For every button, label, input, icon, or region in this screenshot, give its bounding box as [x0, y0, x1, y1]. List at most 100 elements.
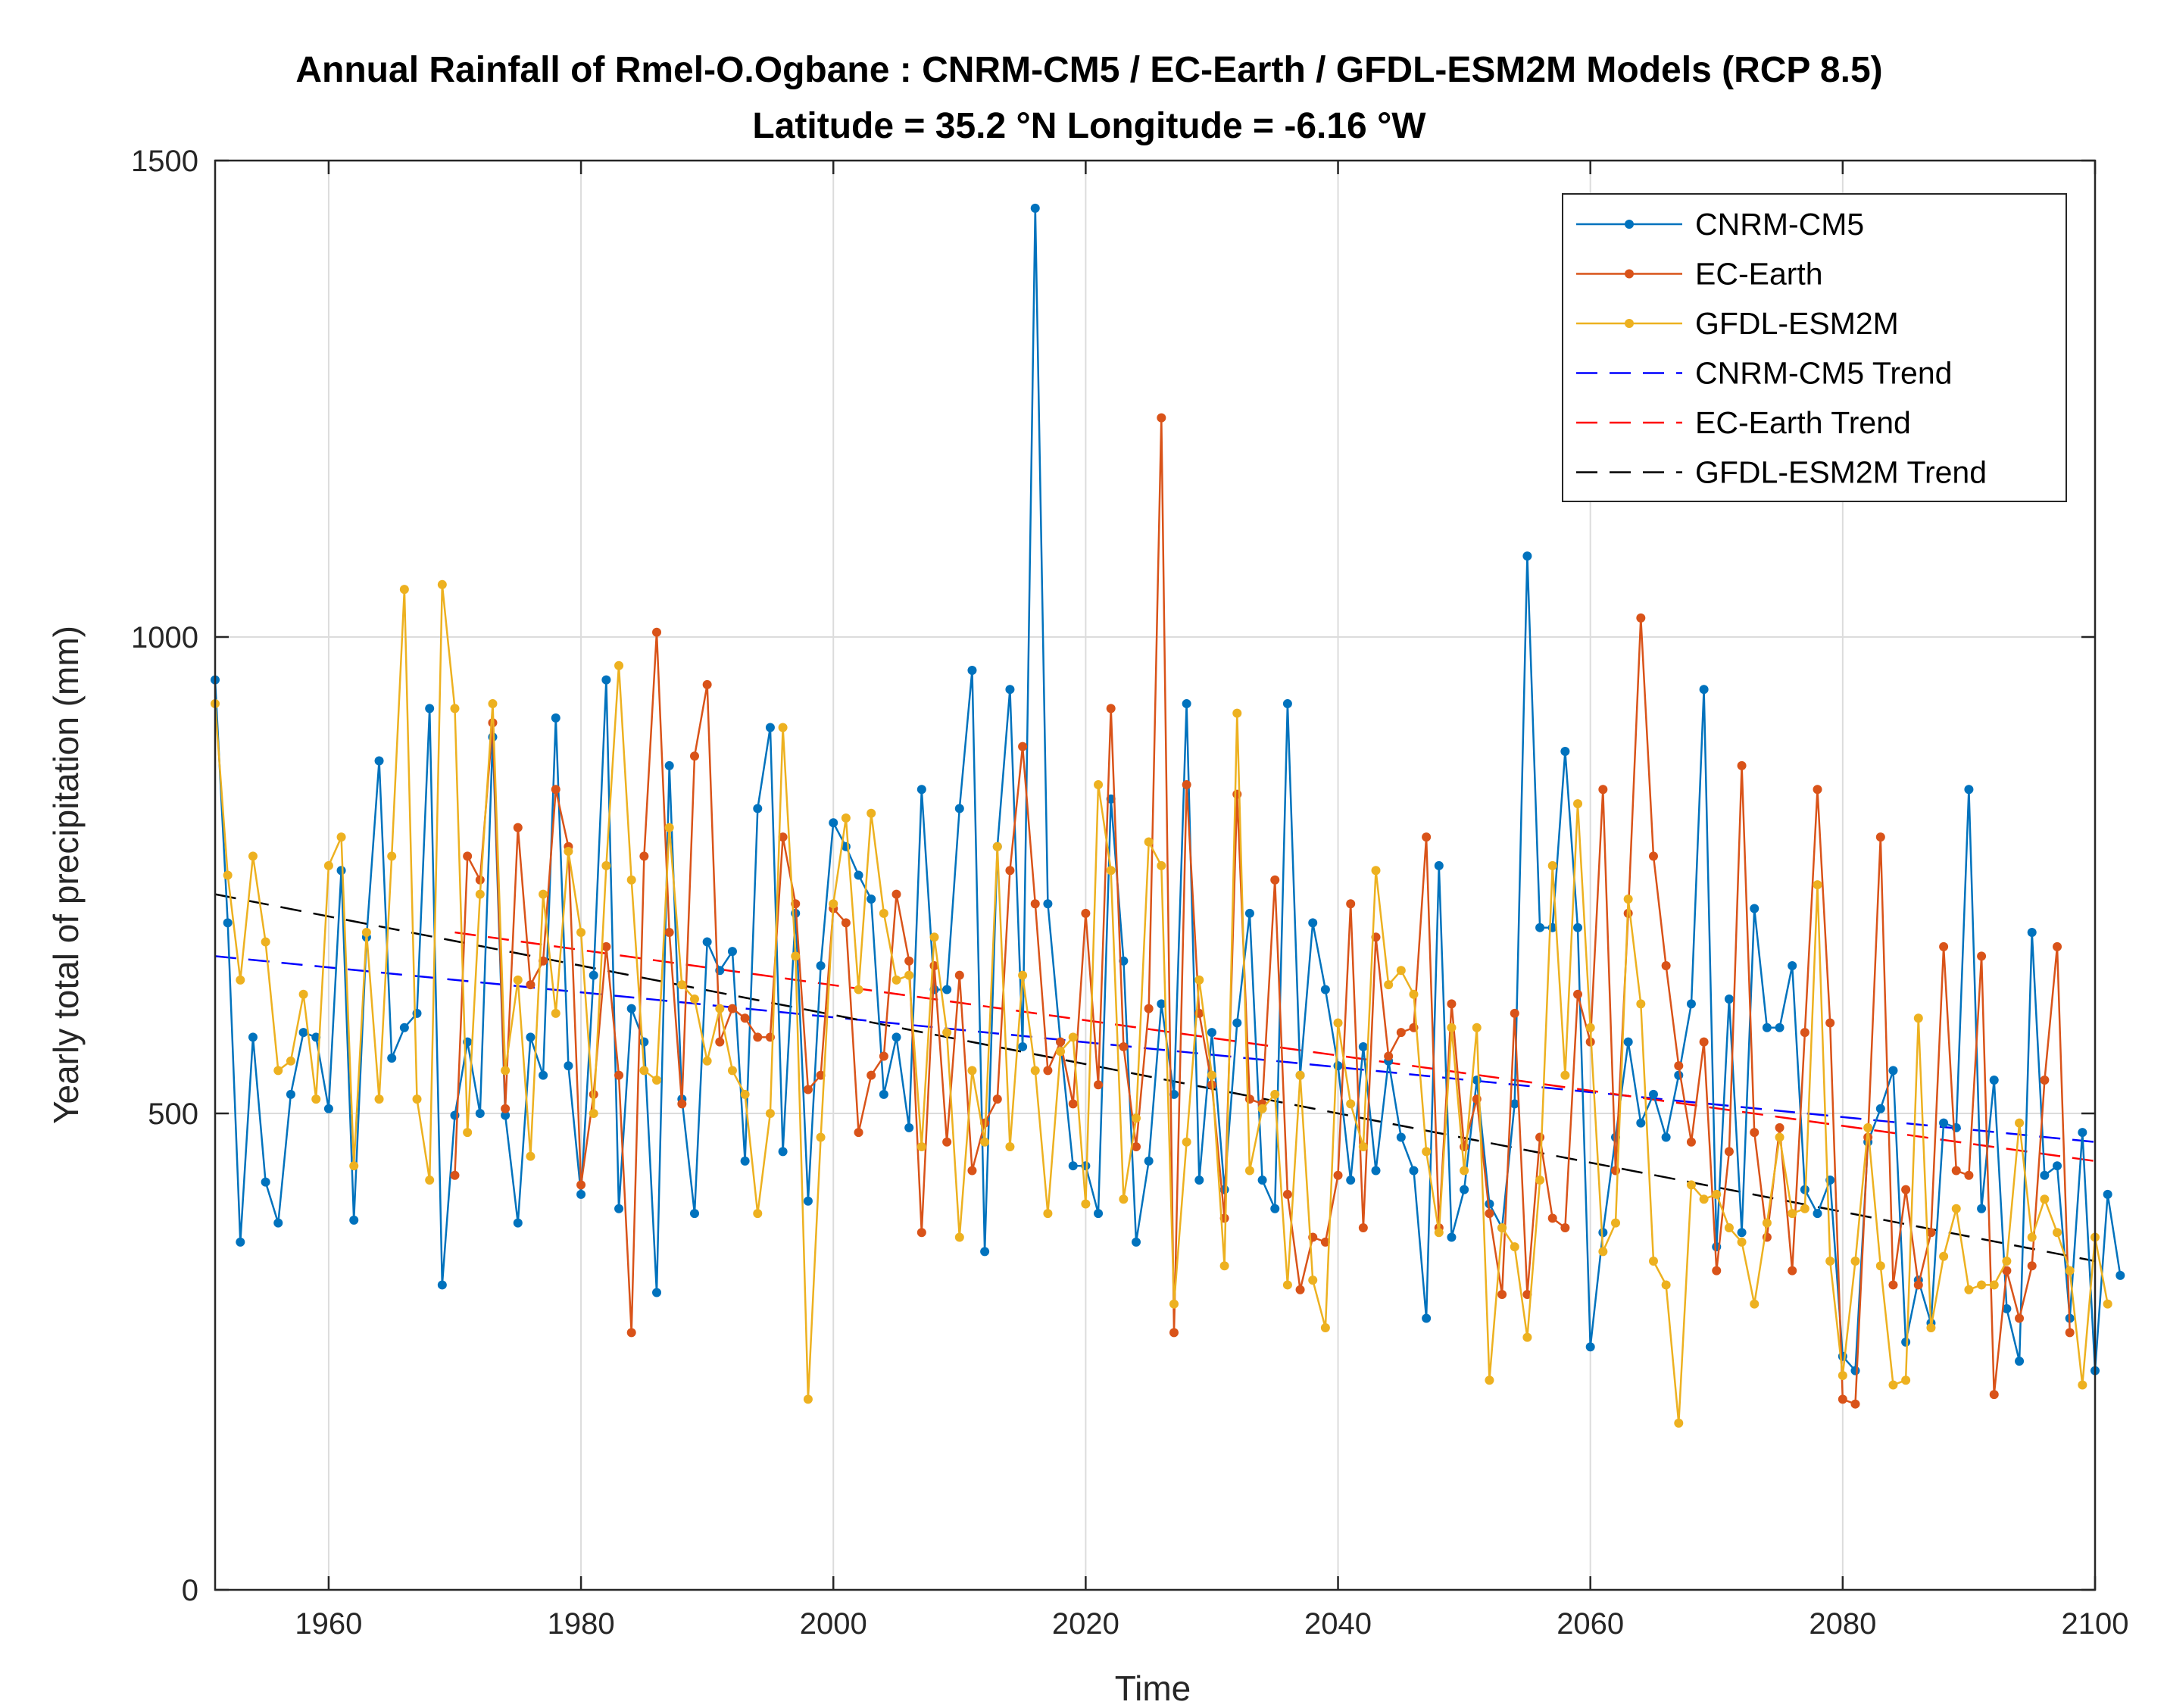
data-point — [1005, 685, 1015, 695]
data-point — [1282, 699, 1292, 709]
x-axis-label: Time — [1115, 1669, 1191, 1708]
data-point — [1169, 1328, 1179, 1338]
data-point — [1232, 1018, 1242, 1028]
data-point — [1182, 779, 1191, 789]
data-point — [942, 1028, 952, 1038]
data-point — [374, 1094, 384, 1104]
data-point — [1522, 551, 1532, 561]
data-point — [336, 832, 346, 842]
data-point — [1485, 1209, 1494, 1219]
data-point — [639, 1037, 649, 1047]
data-point — [2015, 1357, 2025, 1366]
data-point — [954, 1232, 964, 1242]
data-point — [866, 808, 876, 818]
legend-entry: GFDL-ESM2M Trend — [1576, 455, 1987, 490]
data-point — [1497, 1290, 1507, 1300]
data-point — [2002, 1256, 2012, 1266]
data-point — [298, 1028, 308, 1038]
data-point — [273, 1218, 283, 1228]
data-point — [879, 908, 888, 918]
data-point — [916, 1228, 926, 1238]
data-point — [1964, 1285, 1974, 1294]
data-point — [589, 1109, 598, 1118]
data-point — [967, 666, 977, 676]
data-point — [1636, 999, 1646, 1009]
data-point — [929, 932, 939, 942]
data-point — [576, 927, 586, 937]
data-point — [1598, 1228, 1608, 1238]
data-point — [1888, 1066, 1898, 1076]
data-point — [765, 1109, 775, 1118]
data-point — [740, 1156, 750, 1166]
data-point — [1623, 1037, 1633, 1047]
data-point — [2015, 1313, 2025, 1323]
data-point — [2015, 1118, 2025, 1128]
data-point — [639, 1066, 649, 1076]
data-point — [1510, 1099, 1519, 1109]
data-point — [526, 1151, 536, 1161]
data-point — [916, 1142, 926, 1152]
data-point — [501, 1066, 511, 1076]
data-point — [1522, 1332, 1532, 1342]
data-point — [1977, 1280, 1987, 1290]
data-point — [954, 970, 964, 980]
data-point — [1535, 1132, 1545, 1142]
data-point — [261, 937, 270, 947]
data-point — [551, 1008, 560, 1018]
data-point — [1094, 1080, 1104, 1090]
data-point — [1762, 1023, 1772, 1032]
data-point — [1951, 1166, 1961, 1176]
data-point — [1510, 1242, 1519, 1252]
data-point — [1106, 866, 1116, 876]
legend-label: CNRM-CM5 — [1695, 207, 1864, 242]
data-point — [526, 980, 536, 990]
data-point — [1585, 1023, 1595, 1032]
data-point — [778, 832, 788, 842]
data-point — [1132, 1142, 1141, 1152]
data-point — [223, 918, 233, 928]
data-point — [1282, 1280, 1292, 1290]
data-point — [475, 889, 485, 899]
data-point — [1623, 894, 1633, 904]
x-tick-label: 2040 — [1304, 1607, 1372, 1641]
data-point — [286, 1056, 295, 1066]
data-point — [1257, 1176, 1267, 1185]
data-point — [463, 851, 473, 861]
data-point — [1194, 1176, 1204, 1185]
data-point — [1371, 866, 1381, 876]
data-point — [626, 1004, 636, 1013]
data-point — [1598, 785, 1608, 795]
x-tick-label: 2020 — [1052, 1607, 1119, 1641]
data-point — [1157, 860, 1166, 870]
data-point — [1800, 1204, 1809, 1213]
data-point — [1358, 1041, 1368, 1051]
data-point — [1913, 1280, 1923, 1290]
data-point — [437, 1280, 447, 1290]
legend-entry: GFDL-ESM2M — [1576, 306, 1899, 341]
legend-entry: CNRM-CM5 Trend — [1576, 356, 1952, 391]
data-point — [891, 889, 901, 899]
data-point — [488, 699, 498, 709]
series-ec-earth — [450, 413, 2075, 1409]
data-point — [1447, 1023, 1457, 1032]
data-point — [1447, 999, 1457, 1009]
data-point — [1460, 1166, 1469, 1176]
data-point — [336, 866, 346, 876]
data-point — [1636, 1118, 1646, 1128]
data-point — [1018, 970, 1028, 980]
data-point — [1724, 1147, 1734, 1157]
data-point — [1800, 1028, 1809, 1038]
data-point — [1750, 904, 1760, 913]
data-point — [1043, 1066, 1053, 1076]
series-ec-earth-trend — [454, 931, 2096, 1163]
data-point — [1762, 1218, 1772, 1228]
data-point — [1926, 1323, 1936, 1333]
data-point — [1132, 1113, 1141, 1123]
data-point — [1838, 1394, 1847, 1404]
data-point — [425, 1176, 435, 1185]
data-point — [1939, 1251, 1949, 1261]
data-point — [1648, 851, 1658, 861]
data-point — [1522, 1290, 1532, 1300]
data-point — [829, 818, 838, 828]
